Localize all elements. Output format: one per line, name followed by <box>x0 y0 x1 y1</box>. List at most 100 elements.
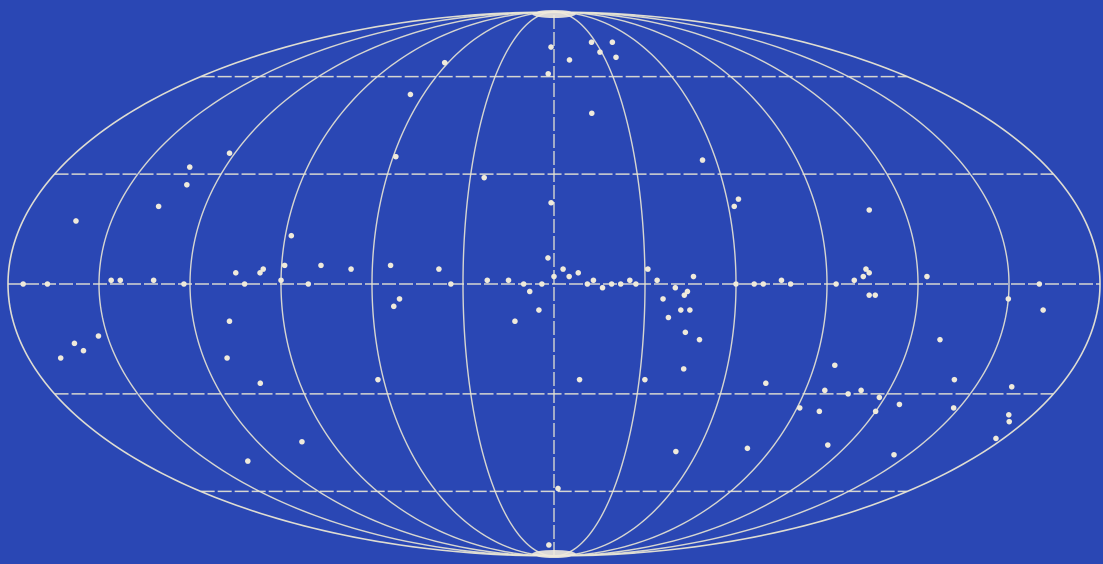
source-point <box>548 199 554 206</box>
source-point <box>851 277 858 284</box>
source-point <box>613 54 619 61</box>
source-point <box>678 307 684 313</box>
source-point <box>872 408 879 415</box>
source-point <box>822 387 828 394</box>
source-point <box>642 376 648 383</box>
source-point <box>95 333 102 339</box>
source-point <box>548 44 554 50</box>
source-point <box>546 542 552 548</box>
source-point <box>680 366 687 372</box>
source-point <box>512 318 518 325</box>
source-point <box>299 438 305 445</box>
source-point <box>545 255 551 261</box>
source-point <box>744 445 751 452</box>
source-point <box>257 380 264 387</box>
source-point <box>555 485 561 492</box>
source-point <box>575 270 582 276</box>
source-point <box>44 281 51 287</box>
source-point <box>845 391 851 397</box>
source-point <box>245 458 251 464</box>
source-point <box>660 296 666 302</box>
source-point <box>665 314 672 321</box>
source-point <box>696 336 703 343</box>
source-point <box>375 376 381 383</box>
source-point <box>733 281 739 287</box>
source-point <box>645 266 651 272</box>
source-point <box>71 340 78 347</box>
source-point <box>57 355 64 361</box>
source-point <box>687 307 693 313</box>
source-point <box>951 376 958 383</box>
source-point <box>80 347 87 354</box>
source-point <box>787 281 794 287</box>
source-point <box>448 281 454 287</box>
source-point <box>872 292 879 298</box>
source-point <box>833 281 839 287</box>
source-point <box>1005 296 1012 302</box>
source-point <box>866 270 872 276</box>
source-point <box>20 281 26 287</box>
source-point <box>1006 418 1013 425</box>
source-point <box>539 281 545 287</box>
source-point <box>305 281 312 287</box>
source-point <box>681 292 688 298</box>
source-point <box>566 57 573 63</box>
source-point <box>318 262 324 269</box>
source-point <box>155 203 162 210</box>
source-point <box>278 277 284 284</box>
source-point <box>436 266 442 272</box>
source-point <box>627 277 633 284</box>
source-point <box>866 207 873 213</box>
source-point <box>396 296 403 302</box>
source-point <box>1040 307 1046 313</box>
source-point <box>682 329 689 336</box>
source-point <box>796 405 803 411</box>
source-point <box>73 218 79 224</box>
source-point <box>393 153 399 160</box>
source-point <box>226 150 233 156</box>
source-point <box>232 270 239 276</box>
source-point <box>260 266 267 272</box>
source-point <box>588 39 595 46</box>
source-point <box>441 59 448 66</box>
source-point <box>672 284 679 291</box>
source-point <box>950 405 957 411</box>
source-point <box>288 232 295 239</box>
source-point <box>654 277 660 284</box>
source-point <box>699 157 706 163</box>
source-point <box>520 281 527 287</box>
source-point <box>735 196 742 202</box>
south-pole-marker <box>532 550 576 558</box>
source-point <box>108 277 114 284</box>
source-point <box>597 49 603 55</box>
source-point <box>117 277 124 284</box>
source-point <box>1005 412 1012 418</box>
source-point <box>241 281 248 287</box>
source-point <box>993 435 999 442</box>
source-point <box>891 451 897 458</box>
source-point <box>690 273 697 280</box>
source-point <box>760 281 767 287</box>
source-point <box>590 277 597 284</box>
pole-markers <box>532 10 576 558</box>
source-point <box>484 277 491 284</box>
source-point <box>763 380 769 387</box>
source-point <box>1008 383 1015 390</box>
source-point <box>924 273 930 280</box>
source-point <box>608 281 615 287</box>
source-point <box>866 292 872 298</box>
source-point <box>731 203 738 210</box>
source-point <box>863 266 869 272</box>
source-point <box>560 266 566 272</box>
source-point <box>617 281 624 287</box>
source-point <box>858 387 864 394</box>
source-point <box>778 277 785 284</box>
source-point <box>599 284 606 291</box>
coordinate-grid <box>7 11 1101 557</box>
source-point <box>816 408 823 415</box>
source-point <box>609 39 616 46</box>
source-point <box>526 288 533 295</box>
source-point <box>281 262 288 269</box>
